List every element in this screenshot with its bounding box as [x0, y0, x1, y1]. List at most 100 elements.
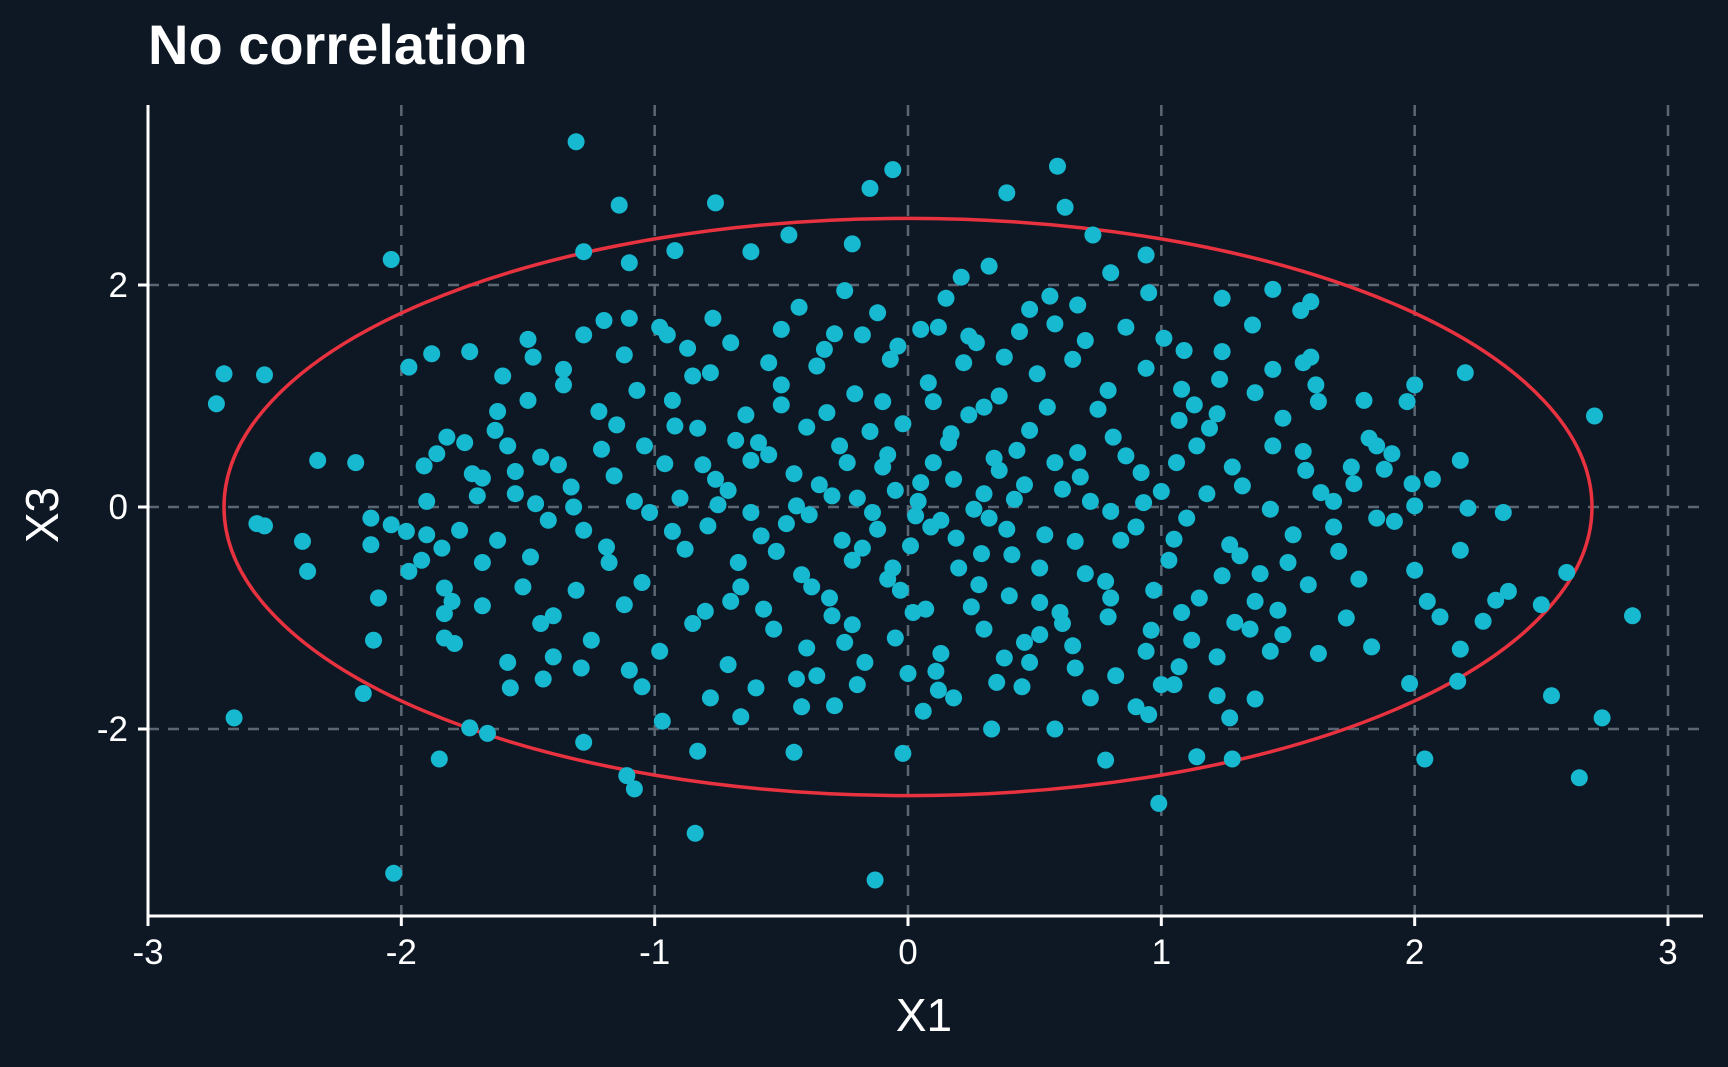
data-point [1241, 620, 1259, 638]
data-point [1031, 594, 1049, 611]
data-point [995, 348, 1013, 366]
data-point [1117, 318, 1135, 336]
data-point [225, 709, 243, 727]
data-point [524, 348, 542, 366]
data-point [365, 631, 382, 649]
data-point [1112, 531, 1130, 549]
data-point [1028, 365, 1046, 383]
data-point [924, 393, 942, 411]
data-point [1152, 676, 1170, 694]
data-point [1190, 589, 1208, 607]
data-point [1543, 687, 1560, 705]
y-tick-label: -2 [97, 710, 128, 749]
data-point [793, 698, 811, 716]
data-point [800, 506, 818, 524]
data-point [1076, 565, 1094, 583]
data-point [1097, 751, 1115, 769]
data-point [1221, 709, 1239, 727]
data-point [1175, 342, 1193, 359]
data-point [940, 434, 957, 452]
y-tick-label: 0 [109, 488, 128, 527]
data-point [610, 196, 628, 214]
data-point [506, 485, 524, 503]
data-point [299, 562, 317, 580]
data-point [1350, 570, 1368, 588]
data-point [732, 578, 750, 596]
data-point [1064, 350, 1082, 368]
data-point [836, 282, 854, 300]
data-point [1406, 376, 1424, 394]
data-point [747, 679, 765, 697]
data-point [945, 689, 963, 707]
data-point [1104, 428, 1122, 446]
x-tick-label: 0 [898, 933, 917, 972]
data-point [689, 419, 707, 437]
data-point [907, 507, 925, 525]
data-point [1016, 476, 1033, 494]
y-axis-title: X3 [16, 487, 68, 543]
data-point [1570, 769, 1588, 787]
data-point [965, 500, 983, 518]
data-point [1532, 596, 1550, 614]
x-tick-label: -2 [386, 933, 417, 972]
data-point [684, 615, 702, 632]
data-point [1102, 589, 1120, 607]
data-point [760, 446, 778, 464]
data-point [861, 423, 879, 440]
data-point [945, 470, 963, 488]
data-point [423, 345, 441, 363]
data-point [985, 449, 1003, 467]
confidence-ellipse-layer [222, 216, 1594, 798]
data-point [1099, 608, 1117, 626]
data-point [810, 476, 828, 494]
data-point [886, 629, 904, 647]
data-point [760, 354, 778, 372]
data-point [1016, 633, 1033, 651]
data-point [838, 454, 856, 472]
data-point [415, 457, 433, 475]
data-point [995, 649, 1013, 667]
data-point [1185, 396, 1203, 414]
data-point [788, 497, 805, 515]
data-point [1084, 226, 1102, 244]
data-point [1021, 653, 1039, 671]
data-point [1487, 591, 1505, 609]
data-point [1345, 475, 1363, 493]
data-point [790, 298, 808, 316]
data-point [1198, 485, 1216, 503]
data-point [1307, 376, 1325, 394]
data-point [856, 653, 874, 671]
data-point [1211, 370, 1229, 388]
data-point [1279, 554, 1297, 571]
data-point [894, 415, 912, 433]
data-point [1423, 470, 1441, 488]
confidence-ellipse [222, 216, 1594, 798]
data-point [468, 487, 486, 505]
data-point [494, 367, 512, 385]
data-point [696, 602, 714, 620]
data-point [912, 474, 930, 492]
data-point [765, 620, 783, 638]
data-point [567, 133, 585, 151]
data-point [1127, 518, 1145, 536]
data-point [894, 744, 912, 762]
data-point [1226, 613, 1244, 631]
data-point [1223, 458, 1241, 476]
data-point [732, 708, 750, 726]
data-point [608, 416, 626, 434]
data-point [1117, 447, 1135, 465]
data-point [1008, 441, 1026, 459]
data-point [370, 589, 387, 607]
data-point [658, 326, 676, 344]
data-point [532, 615, 550, 632]
data-point [967, 334, 985, 352]
data-point [881, 350, 899, 368]
data-point [1208, 687, 1226, 705]
data-point [1160, 551, 1178, 569]
data-point [1213, 289, 1231, 307]
data-point [752, 527, 770, 545]
data-point [808, 667, 826, 685]
data-point [435, 605, 453, 623]
data-point [595, 312, 613, 329]
data-point [922, 518, 940, 536]
